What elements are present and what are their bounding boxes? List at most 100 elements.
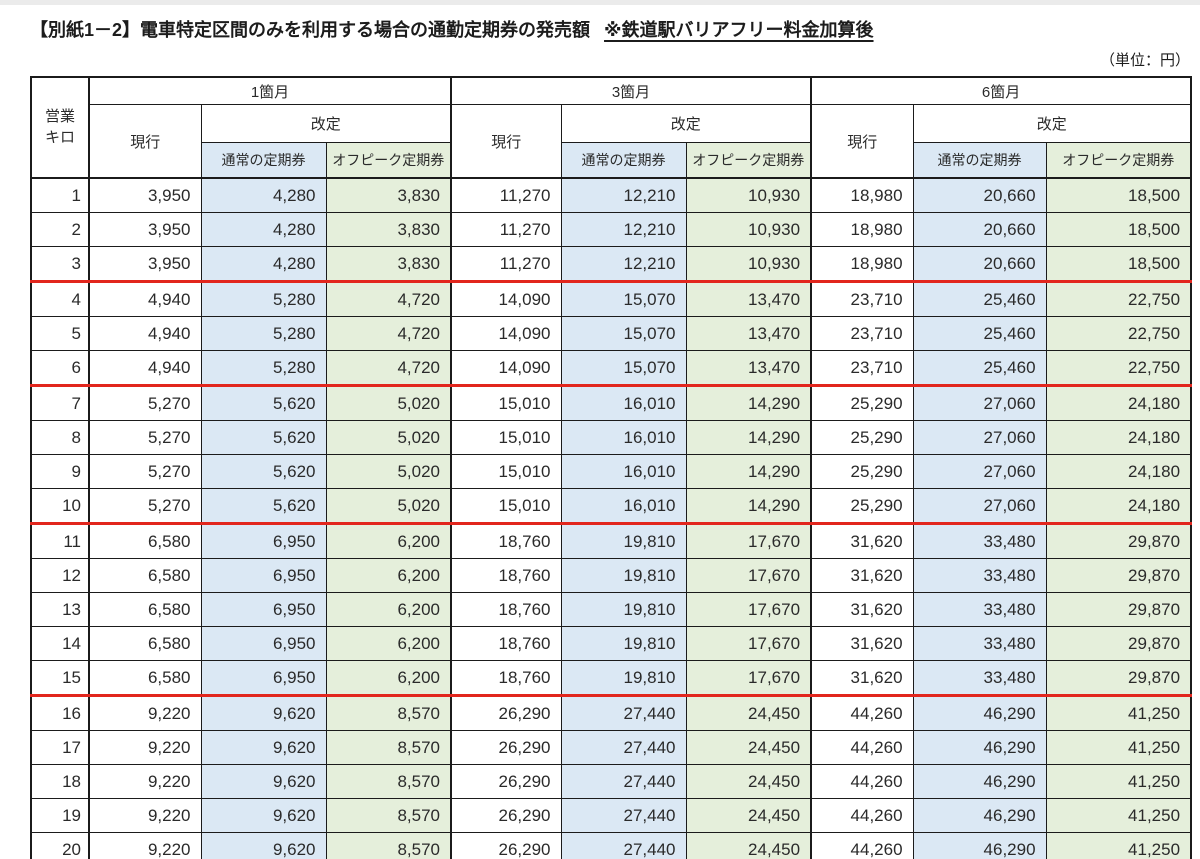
fare-cell: 9,620 [200, 730, 327, 765]
km-cell: 19 [30, 798, 90, 833]
fare-cell: 15,070 [560, 316, 687, 351]
fare-row: 5 4,940 5,280 4,720 14,090 15,070 13,470 23,710… [30, 316, 1192, 351]
fare-cell: 41,250 [1045, 695, 1192, 731]
fare-cell: 18,980 [810, 177, 914, 213]
fare-cell: 26,290 [450, 832, 562, 859]
km-cell: 6 [30, 350, 90, 387]
fare-cell: 18,500 [1045, 177, 1192, 213]
fare-cell: 14,290 [685, 420, 812, 455]
header-revised-1: 改定 [200, 104, 452, 143]
fare-cell: 9,220 [88, 730, 202, 765]
fare-cell: 6,580 [88, 558, 202, 593]
fare-cell: 14,090 [450, 350, 562, 387]
fare-cell: 3,830 [325, 246, 452, 283]
fare-cell: 24,180 [1045, 385, 1192, 421]
fare-cell: 27,060 [912, 385, 1047, 421]
fare-cell: 25,460 [912, 350, 1047, 387]
fare-cell: 44,260 [810, 695, 914, 731]
unit-label: （単位：円） [1099, 52, 1190, 69]
fare-cell: 27,440 [560, 764, 687, 799]
header-group-3month: 3箇月 [450, 76, 812, 105]
fare-cell: 18,980 [810, 212, 914, 247]
fare-cell: 9,620 [200, 798, 327, 833]
fare-cell: 23,710 [810, 350, 914, 387]
km-cell: 2 [30, 212, 90, 247]
fare-cell: 27,060 [912, 420, 1047, 455]
fare-cell: 33,480 [912, 660, 1047, 697]
fare-cell: 12,210 [560, 177, 687, 213]
fare-cell: 17,670 [685, 558, 812, 593]
fare-cell: 11,270 [450, 212, 562, 247]
fare-cell: 4,940 [88, 350, 202, 387]
fare-cell: 3,950 [88, 212, 202, 247]
fare-cell: 9,220 [88, 798, 202, 833]
fare-cell: 6,580 [88, 660, 202, 697]
fare-cell: 5,620 [200, 454, 327, 489]
fare-cell: 29,870 [1045, 660, 1192, 697]
fare-cell: 31,620 [810, 592, 914, 627]
km-cell: 16 [30, 695, 90, 731]
fare-cell: 22,750 [1045, 316, 1192, 351]
fare-cell: 5,620 [200, 385, 327, 421]
header-offpeak-1: オフピーク定期券 [325, 142, 452, 179]
fare-cell: 46,290 [912, 730, 1047, 765]
fare-cell: 16,010 [560, 454, 687, 489]
fare-cell: 41,250 [1045, 798, 1192, 833]
header-current-3: 現行 [810, 104, 914, 179]
fare-cell: 10,930 [685, 177, 812, 213]
fare-cell: 9,620 [200, 832, 327, 859]
header-normal-3: 通常の定期券 [912, 142, 1047, 179]
fare-cell: 8,570 [325, 764, 452, 799]
fare-cell: 27,440 [560, 832, 687, 859]
fare-cell: 5,020 [325, 420, 452, 455]
fare-cell: 11,270 [450, 177, 562, 213]
km-cell: 3 [30, 246, 90, 283]
fare-row: 15 6,580 6,950 6,200 18,760 19,810 17,670 31,62… [30, 660, 1192, 697]
header-type-row: 通常の定期券 オフピーク定期券 通常の定期券 オフピーク定期券 通常の定期券 オ… [31, 142, 1192, 179]
fare-cell: 27,060 [912, 488, 1047, 525]
fare-cell: 5,270 [88, 385, 202, 421]
fare-cell: 8,570 [325, 798, 452, 833]
fare-row: 17 9,220 9,620 8,570 26,290 27,440 24,450 44,26… [30, 730, 1192, 765]
fare-row: 14 6,580 6,950 6,200 18,760 19,810 17,670 31,62… [30, 626, 1192, 661]
fare-cell: 3,950 [88, 246, 202, 283]
fare-cell: 20,660 [912, 212, 1047, 247]
header-km: 営業 キロ [30, 76, 90, 179]
fare-cell: 17,670 [685, 523, 812, 559]
km-cell: 12 [30, 558, 90, 593]
fare-cell: 6,950 [200, 592, 327, 627]
fare-cell: 9,220 [88, 695, 202, 731]
fare-cell: 31,620 [810, 558, 914, 593]
fare-cell: 33,480 [912, 523, 1047, 559]
fare-cell: 16,010 [560, 385, 687, 421]
fare-cell: 29,870 [1045, 592, 1192, 627]
fare-row: 2 3,950 4,280 3,830 11,270 12,210 10,930 18,980… [30, 212, 1192, 247]
fare-cell: 24,450 [685, 832, 812, 859]
fare-cell: 19,810 [560, 660, 687, 697]
fare-cell: 9,220 [88, 764, 202, 799]
fare-cell: 25,290 [810, 454, 914, 489]
fare-cell: 29,870 [1045, 523, 1192, 559]
fare-cell: 20,660 [912, 177, 1047, 213]
fare-cell: 15,010 [450, 488, 562, 525]
fare-cell: 6,200 [325, 626, 452, 661]
km-cell: 20 [30, 832, 90, 859]
header-current-1: 現行 [88, 104, 202, 179]
fare-cell: 5,620 [200, 488, 327, 525]
fare-cell: 26,290 [450, 764, 562, 799]
fare-cell: 24,450 [685, 695, 812, 731]
fare-cell: 14,090 [450, 281, 562, 317]
fare-cell: 13,470 [685, 281, 812, 317]
fare-cell: 18,760 [450, 558, 562, 593]
header-group-row: 営業 キロ 1箇月 3箇月 6箇月 [30, 76, 1192, 179]
fare-cell: 44,260 [810, 798, 914, 833]
km-cell: 5 [30, 316, 90, 351]
fare-cell: 24,450 [685, 764, 812, 799]
fare-cell: 4,720 [325, 350, 452, 387]
fare-cell: 17,670 [685, 660, 812, 697]
fare-cell: 26,290 [450, 695, 562, 731]
header-normal-2: 通常の定期券 [560, 142, 687, 179]
header-current-2: 現行 [450, 104, 562, 179]
fare-cell: 26,290 [450, 730, 562, 765]
fare-cell: 4,720 [325, 281, 452, 317]
